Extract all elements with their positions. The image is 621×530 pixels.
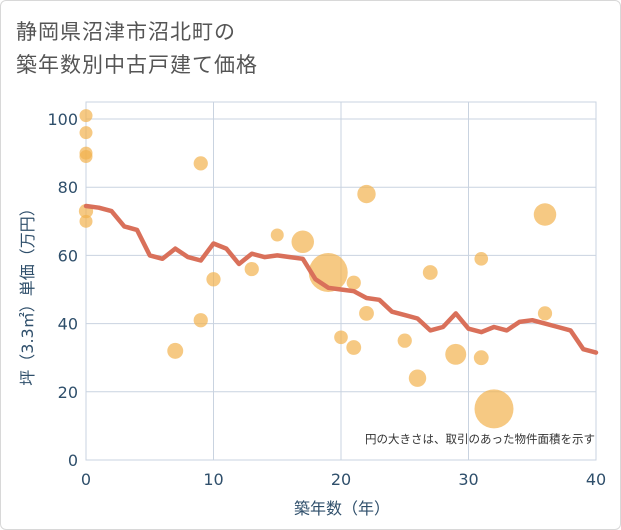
y-tick-label: 0 bbox=[68, 451, 78, 470]
y-axis-label: 坪（3.3㎡）単価（万円） bbox=[18, 200, 37, 385]
data-bubble bbox=[291, 230, 315, 254]
title-line-1: 静岡県沼津市沼北町の bbox=[16, 20, 236, 44]
data-bubble bbox=[445, 343, 467, 365]
data-bubble bbox=[397, 333, 412, 348]
data-bubble bbox=[357, 184, 376, 204]
x-tick-label: 30 bbox=[458, 470, 478, 489]
data-bubble bbox=[334, 330, 348, 345]
data-bubble bbox=[244, 261, 259, 277]
data-bubble bbox=[346, 275, 361, 290]
bubbles-layer bbox=[78, 109, 557, 429]
data-bubble bbox=[167, 342, 184, 359]
data-bubble bbox=[79, 150, 93, 164]
y-tick-label: 20 bbox=[58, 383, 78, 402]
data-bubble bbox=[79, 214, 93, 228]
data-bubble bbox=[473, 350, 489, 366]
x-tick-label: 40 bbox=[586, 470, 606, 489]
data-bubble bbox=[474, 252, 489, 266]
average-line-layer bbox=[83, 203, 599, 355]
data-bubble bbox=[79, 126, 93, 140]
axes: 0 20 40 60 80 100 0 10 20 30 40 bbox=[47, 110, 606, 489]
y-tick-label: 100 bbox=[47, 110, 78, 129]
data-bubble bbox=[359, 305, 374, 321]
x-axis-label: 築年数（年） bbox=[294, 499, 390, 518]
data-bubble bbox=[408, 369, 427, 387]
data-bubble bbox=[422, 265, 438, 280]
size-annotation: 円の大きさは、取引のあった物件面積を示す bbox=[365, 432, 595, 446]
data-bubble bbox=[537, 306, 553, 321]
data-bubble bbox=[270, 228, 284, 242]
chart-title: 静岡県沼津市沼北町の 築年数別中古戸建て価格 bbox=[16, 16, 258, 82]
data-bubble bbox=[193, 156, 208, 171]
data-bubble bbox=[79, 109, 93, 123]
data-bubble bbox=[193, 313, 208, 328]
average-price-line bbox=[83, 203, 599, 355]
data-bubble bbox=[474, 389, 514, 429]
data-bubble bbox=[346, 340, 362, 355]
y-tick-label: 40 bbox=[58, 315, 78, 334]
data-bubble bbox=[533, 203, 557, 226]
x-tick-label: 10 bbox=[203, 470, 223, 489]
x-tick-label: 20 bbox=[331, 470, 351, 489]
y-tick-label: 60 bbox=[58, 246, 78, 265]
data-bubble bbox=[206, 272, 221, 287]
grid bbox=[85, 101, 597, 461]
y-tick-label: 80 bbox=[58, 178, 78, 197]
title-line-2: 築年数別中古戸建て価格 bbox=[16, 53, 258, 77]
x-tick-label: 0 bbox=[81, 470, 91, 489]
